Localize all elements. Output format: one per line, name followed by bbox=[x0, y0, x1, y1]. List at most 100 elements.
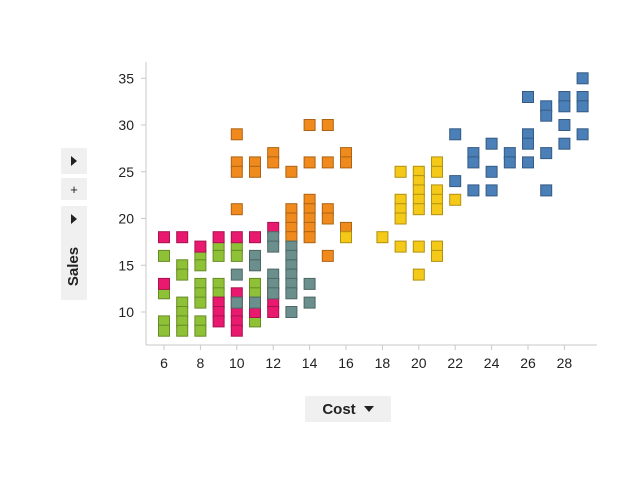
data-point[interactable] bbox=[176, 231, 189, 244]
data-point[interactable] bbox=[249, 231, 261, 244]
series-5 bbox=[230, 231, 316, 318]
data-point[interactable] bbox=[485, 184, 498, 197]
data-point[interactable] bbox=[303, 156, 316, 169]
data-point[interactable] bbox=[158, 324, 170, 337]
data-point[interactable] bbox=[467, 184, 480, 197]
data-point[interactable] bbox=[522, 137, 534, 150]
data-point[interactable] bbox=[303, 231, 316, 244]
series-3 bbox=[158, 240, 280, 337]
x-tick-label: 22 bbox=[447, 355, 463, 371]
data-point[interactable] bbox=[230, 165, 243, 178]
data-point[interactable] bbox=[267, 156, 280, 169]
data-point[interactable] bbox=[522, 156, 534, 169]
data-point[interactable] bbox=[230, 128, 243, 141]
data-point[interactable] bbox=[158, 277, 170, 290]
data-point[interactable] bbox=[230, 203, 243, 216]
data-point[interactable] bbox=[412, 240, 425, 253]
data-point[interactable] bbox=[303, 277, 316, 290]
data-point[interactable] bbox=[303, 119, 316, 131]
data-point[interactable] bbox=[449, 175, 462, 188]
data-point[interactable] bbox=[340, 156, 352, 169]
x-tick-label: 18 bbox=[375, 355, 391, 371]
data-point[interactable] bbox=[576, 100, 589, 113]
data-point[interactable] bbox=[249, 259, 261, 272]
data-point[interactable] bbox=[267, 287, 280, 300]
data-point[interactable] bbox=[412, 268, 425, 281]
data-point[interactable] bbox=[230, 231, 243, 244]
data-point[interactable] bbox=[194, 296, 207, 309]
data-point[interactable] bbox=[321, 119, 334, 131]
data-point[interactable] bbox=[485, 165, 498, 178]
data-point[interactable] bbox=[303, 296, 316, 309]
data-point[interactable] bbox=[285, 165, 298, 178]
y-tick-label: 30 bbox=[118, 117, 134, 133]
y-axis-add-button[interactable]: + bbox=[61, 178, 87, 200]
series-2 bbox=[449, 72, 589, 197]
y-tick-label: 35 bbox=[118, 70, 134, 86]
y-axis-expand-arrow[interactable] bbox=[61, 148, 87, 174]
data-point[interactable] bbox=[285, 287, 298, 300]
data-point[interactable] bbox=[340, 231, 352, 244]
data-point[interactable] bbox=[230, 296, 243, 309]
data-point[interactable] bbox=[176, 268, 189, 281]
data-point[interactable] bbox=[540, 109, 553, 122]
series-0 bbox=[230, 119, 352, 262]
data-point[interactable] bbox=[412, 203, 425, 216]
data-point[interactable] bbox=[230, 268, 243, 281]
data-point[interactable] bbox=[522, 91, 534, 103]
y-tick-label: 10 bbox=[118, 304, 134, 320]
x-axis-selector[interactable]: Cost bbox=[305, 396, 391, 422]
data-point[interactable] bbox=[176, 324, 189, 337]
x-axis-ticks: 6 8 10 12 14 16 18 20 22 24 26 28 bbox=[160, 345, 572, 371]
data-point[interactable] bbox=[449, 193, 462, 206]
plot-area bbox=[158, 72, 589, 337]
data-point[interactable] bbox=[194, 324, 207, 337]
data-point[interactable] bbox=[212, 315, 225, 328]
data-point[interactable] bbox=[158, 231, 170, 244]
y-axis-selector-expand-button[interactable] bbox=[61, 206, 87, 232]
x-tick-label: 10 bbox=[229, 355, 245, 371]
y-axis-expand-button[interactable] bbox=[61, 148, 87, 174]
y-axis-selector-arrow[interactable] bbox=[61, 206, 87, 232]
y-tick-label: 25 bbox=[118, 164, 134, 180]
data-point[interactable] bbox=[158, 249, 170, 262]
data-point[interactable] bbox=[540, 184, 553, 197]
data-point[interactable] bbox=[485, 137, 498, 150]
data-point[interactable] bbox=[576, 128, 589, 141]
data-point[interactable] bbox=[321, 212, 334, 225]
data-point[interactable] bbox=[230, 249, 243, 262]
data-point[interactable] bbox=[267, 240, 280, 253]
data-point[interactable] bbox=[249, 165, 261, 178]
data-point[interactable] bbox=[431, 203, 443, 216]
data-point[interactable] bbox=[558, 100, 571, 113]
y-tick-label: 20 bbox=[118, 211, 134, 227]
data-point[interactable] bbox=[449, 128, 462, 141]
data-point[interactable] bbox=[467, 156, 480, 169]
data-point[interactable] bbox=[321, 249, 334, 262]
data-point[interactable] bbox=[431, 249, 443, 262]
chevron-down-icon bbox=[363, 406, 374, 412]
x-tick-label: 28 bbox=[557, 355, 573, 371]
data-point[interactable] bbox=[576, 72, 589, 85]
data-point[interactable] bbox=[267, 306, 280, 318]
data-point[interactable] bbox=[558, 137, 571, 150]
data-point[interactable] bbox=[194, 240, 207, 253]
data-point[interactable] bbox=[376, 231, 389, 244]
data-point[interactable] bbox=[558, 119, 571, 131]
data-point[interactable] bbox=[285, 306, 298, 318]
data-point[interactable] bbox=[394, 240, 407, 253]
data-point[interactable] bbox=[194, 259, 207, 272]
data-point[interactable] bbox=[230, 324, 243, 337]
data-point[interactable] bbox=[212, 231, 225, 244]
data-point[interactable] bbox=[540, 147, 553, 160]
data-point[interactable] bbox=[249, 296, 261, 309]
y-axis-selector[interactable]: Sales bbox=[61, 232, 87, 300]
data-point[interactable] bbox=[431, 165, 443, 178]
data-point[interactable] bbox=[394, 212, 407, 225]
data-point[interactable] bbox=[212, 249, 225, 262]
data-point[interactable] bbox=[394, 165, 407, 178]
data-point[interactable] bbox=[503, 156, 516, 169]
x-tick-label: 20 bbox=[411, 355, 427, 371]
data-point[interactable] bbox=[321, 156, 334, 169]
